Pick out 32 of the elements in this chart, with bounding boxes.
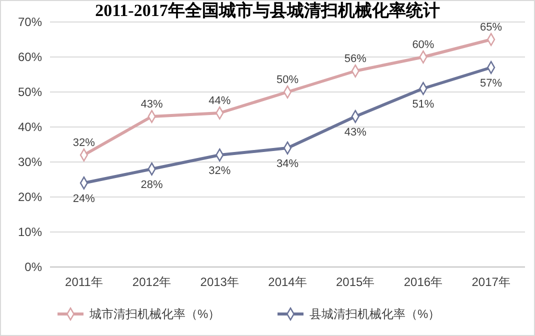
data-label: 32% [208, 165, 231, 177]
y-tick-label: 60% [18, 50, 42, 64]
data-label: 56% [344, 53, 367, 65]
x-tick-label: 2015年 [336, 275, 375, 289]
data-label: 44% [208, 95, 231, 107]
x-tick-label: 2011年 [65, 275, 103, 289]
x-tick-label: 2014年 [268, 275, 307, 289]
y-tick-label: 40% [18, 120, 42, 134]
y-tick-label: 0% [24, 260, 42, 274]
x-tick-label: 2017年 [472, 275, 510, 289]
legend-label: 县城清扫机械化率（%） [310, 307, 440, 321]
x-tick-label: 2012年 [132, 275, 172, 289]
y-tick-label: 70% [18, 15, 42, 29]
x-tick-label: 2013年 [200, 275, 239, 289]
data-label: 32% [72, 137, 96, 149]
data-label: 43% [140, 98, 164, 110]
data-label: 57% [480, 78, 502, 90]
data-label: 65% [480, 22, 502, 34]
data-label: 50% [276, 74, 299, 86]
data-label: 60% [412, 39, 434, 51]
data-label: 51% [412, 98, 434, 110]
chart-title: 2011-2017年全国城市与县城清扫机械化率统计 [95, 1, 440, 20]
y-tick-label: 10% [18, 225, 42, 239]
y-tick-label: 50% [18, 85, 42, 99]
legend-label: 城市清扫机械化率（%） [88, 307, 220, 321]
y-tick-label: 20% [18, 190, 42, 204]
data-label: 24% [72, 193, 96, 205]
data-label: 43% [344, 126, 367, 138]
y-tick-label: 30% [18, 155, 42, 169]
data-label: 34% [276, 158, 299, 170]
data-label: 28% [140, 179, 164, 191]
x-tick-label: 2016年 [404, 275, 443, 289]
